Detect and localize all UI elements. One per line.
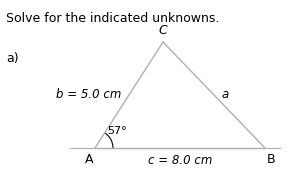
Text: a): a)	[6, 52, 19, 65]
Text: c = 8.0 cm: c = 8.0 cm	[148, 154, 212, 167]
Text: b = 5.0 cm: b = 5.0 cm	[55, 89, 121, 102]
Text: 57°: 57°	[107, 126, 127, 136]
Text: A: A	[84, 153, 93, 166]
Text: a: a	[222, 89, 229, 102]
Text: B: B	[267, 153, 276, 166]
Text: C: C	[159, 24, 167, 37]
Text: Solve for the indicated unknowns.: Solve for the indicated unknowns.	[6, 12, 219, 25]
